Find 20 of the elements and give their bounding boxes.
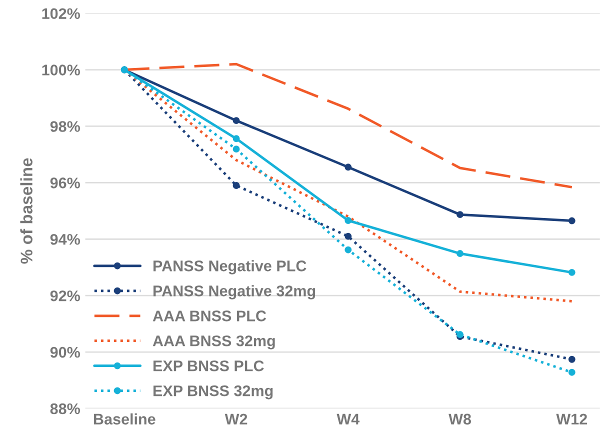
y-tick-label: 88% [50,403,80,414]
x-tick-label: W12 [556,414,587,424]
legend-label: PANSS Negative PLC [154,260,306,274]
y-tick-label: 100% [42,64,80,76]
x-tick-label: W4 [336,414,360,424]
y-tick-label: 94% [50,234,80,245]
x-tick-label: Baseline [94,413,156,425]
legend-label: EXP BNSS PLC [154,360,264,372]
y-tick-label: 90% [50,346,80,358]
y-tick-label: 98% [50,121,80,132]
y-tick-label: 92% [50,290,80,302]
x-tick-label: W8 [448,414,472,425]
legend-label: EXP BNSS 32mg [154,385,273,400]
y-tick-label: 96% [50,178,80,188]
legend-label: PANSS Negative 32mg [154,285,316,300]
y-tick-label: 102% [42,8,80,20]
legend-label: AAA BNSS PLC [152,310,266,322]
y-axis-title: % of baseline [20,158,32,264]
legend-label: AAA BNSS 32mg [152,335,275,350]
x-tick-label: W2 [224,414,248,424]
